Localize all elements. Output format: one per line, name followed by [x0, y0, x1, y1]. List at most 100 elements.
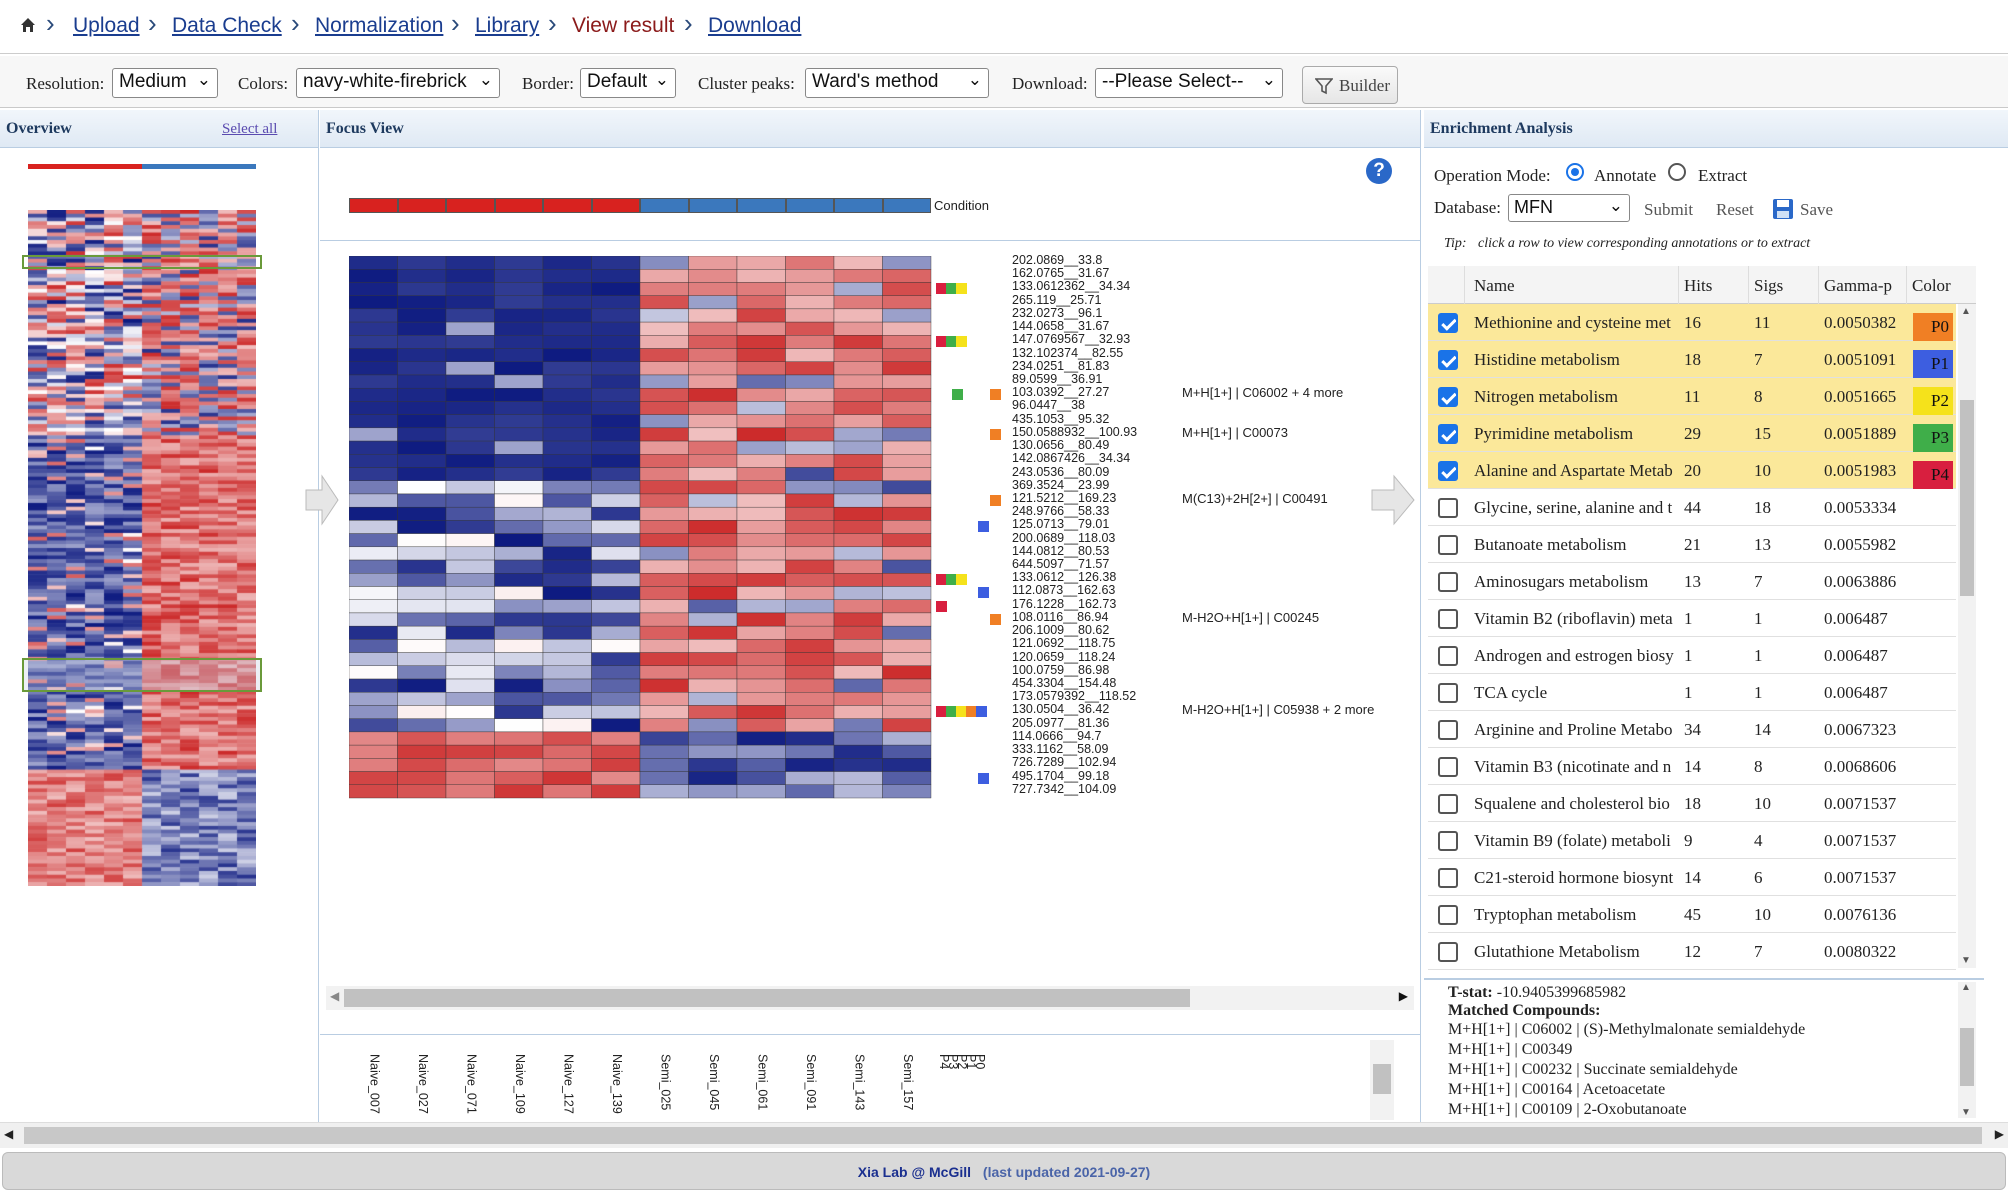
heatmap-cell[interactable]	[736, 335, 786, 349]
heatmap-cell[interactable]	[591, 573, 641, 587]
heatmap-cell[interactable]	[445, 480, 495, 495]
heatmap-cell[interactable]	[785, 520, 835, 534]
heatmap-cell[interactable]	[397, 546, 447, 561]
heatmap-cell[interactable]	[445, 625, 495, 640]
heatmap-cell[interactable]	[591, 559, 641, 574]
database-select[interactable]: MFN ⌄	[1508, 194, 1630, 222]
heatmap-cell[interactable]	[688, 546, 738, 561]
heatmap-cell[interactable]	[591, 744, 641, 759]
scroll-right-icon[interactable]: ▶	[1994, 1127, 2004, 1141]
heatmap-cell[interactable]	[639, 414, 689, 429]
heatmap-cell[interactable]	[688, 256, 738, 270]
heatmap-cell[interactable]	[833, 282, 883, 296]
heatmap-cell[interactable]	[639, 692, 689, 706]
heatmap-cell[interactable]	[833, 546, 883, 561]
heatmap-cell[interactable]	[397, 374, 447, 389]
heatmap-cell[interactable]	[494, 731, 544, 746]
heatmap-cell[interactable]	[688, 652, 738, 667]
heatmap-cell[interactable]	[833, 506, 883, 521]
heatmap-cell[interactable]	[736, 784, 786, 799]
heatmap-cell[interactable]	[785, 256, 835, 270]
heatmap-cell[interactable]	[445, 506, 495, 521]
heatmap-cell[interactable]	[445, 678, 495, 693]
heatmap-cell[interactable]	[542, 506, 592, 521]
heatmap-cell[interactable]	[591, 374, 641, 389]
heatmap-cell[interactable]	[882, 599, 932, 614]
heatmap-cell[interactable]	[639, 269, 689, 283]
heatmap-cell[interactable]	[833, 348, 883, 362]
heatmap-cell[interactable]	[882, 256, 932, 270]
heatmap-cell[interactable]	[882, 480, 932, 495]
heatmap-cell[interactable]	[688, 533, 738, 548]
heatmap-cell[interactable]	[397, 467, 447, 481]
heatmap-cell[interactable]	[397, 639, 447, 653]
heatmap-cell[interactable]	[494, 533, 544, 548]
heatmap-cell[interactable]	[882, 493, 932, 508]
heatmap-cell[interactable]	[882, 335, 932, 349]
heatmap-cell[interactable]	[445, 387, 495, 402]
heatmap-cell[interactable]	[736, 546, 786, 561]
scroll-right-arrow-icon[interactable]	[1370, 474, 1416, 531]
heatmap-cell[interactable]	[494, 335, 544, 349]
heatmap-cell[interactable]	[397, 665, 447, 680]
heatmap-cell[interactable]	[494, 559, 544, 574]
row-checkbox[interactable]	[1438, 535, 1458, 555]
heatmap-cell[interactable]	[688, 374, 738, 389]
heatmap-cell[interactable]	[639, 639, 689, 653]
heatmap-cell[interactable]	[542, 348, 592, 362]
heatmap-cell[interactable]	[833, 665, 883, 680]
heatmap-cell[interactable]	[833, 269, 883, 283]
heatmap-cell[interactable]	[591, 308, 641, 323]
heatmap-cell[interactable]	[833, 427, 883, 442]
heatmap-cell[interactable]	[736, 256, 786, 270]
heatmap-cell[interactable]	[542, 546, 592, 561]
heatmap-cell[interactable]	[688, 520, 738, 534]
heatmap-cell[interactable]	[494, 665, 544, 680]
heatmap-cell[interactable]	[833, 335, 883, 349]
heatmap-cell[interactable]	[639, 387, 689, 402]
heatmap-cell[interactable]	[349, 256, 398, 270]
heatmap-cell[interactable]	[639, 467, 689, 481]
heatmap-cell[interactable]	[736, 718, 786, 733]
heatmap-cell[interactable]	[833, 586, 883, 600]
heatmap-cell[interactable]	[688, 665, 738, 680]
row-checkbox[interactable]	[1438, 313, 1458, 333]
heatmap-cell[interactable]	[785, 784, 835, 799]
heatmap-cell[interactable]	[833, 454, 883, 468]
col-sigs[interactable]: Sigs	[1754, 276, 1784, 295]
heatmap-cell[interactable]	[639, 520, 689, 534]
heatmap-cell[interactable]	[736, 374, 786, 389]
heatmap-cell[interactable]	[591, 612, 641, 627]
focus-heatmap[interactable]	[349, 256, 933, 802]
scroll-left-arrow-icon[interactable]	[304, 474, 340, 531]
heatmap-cell[interactable]	[882, 559, 932, 574]
heatmap-cell[interactable]	[445, 731, 495, 746]
heatmap-cell[interactable]	[494, 308, 544, 323]
heatmap-cell[interactable]	[639, 586, 689, 600]
heatmap-cell[interactable]	[639, 573, 689, 587]
heatmap-cell[interactable]	[349, 454, 398, 468]
heatmap-cell[interactable]	[833, 361, 883, 376]
heatmap-cell[interactable]	[445, 361, 495, 376]
heatmap-cell[interactable]	[688, 440, 738, 455]
heatmap-cell[interactable]	[542, 493, 592, 508]
heatmap-cell[interactable]	[445, 559, 495, 574]
heatmap-cell[interactable]	[639, 599, 689, 614]
heatmap-cell[interactable]	[542, 467, 592, 481]
heatmap-cell[interactable]	[688, 586, 738, 600]
heatmap-cell[interactable]	[494, 401, 544, 415]
heatmap-cell[interactable]	[494, 387, 544, 402]
heatmap-cell[interactable]	[445, 665, 495, 680]
table-row[interactable]: Tryptophan metabolism 45 10 0.0076136	[1428, 896, 1956, 933]
heatmap-cell[interactable]	[591, 771, 641, 785]
col-name[interactable]: Name	[1474, 276, 1515, 295]
heatmap-cell[interactable]	[349, 692, 398, 706]
heatmap-cell[interactable]	[833, 256, 883, 270]
heatmap-cell[interactable]	[785, 295, 835, 310]
heatmap-cell[interactable]	[833, 321, 883, 336]
heatmap-cell[interactable]	[397, 559, 447, 574]
save-button[interactable]: Save	[1800, 200, 1834, 219]
heatmap-cell[interactable]	[349, 282, 398, 296]
heatmap-cell[interactable]	[785, 559, 835, 574]
heatmap-cell[interactable]	[349, 387, 398, 402]
